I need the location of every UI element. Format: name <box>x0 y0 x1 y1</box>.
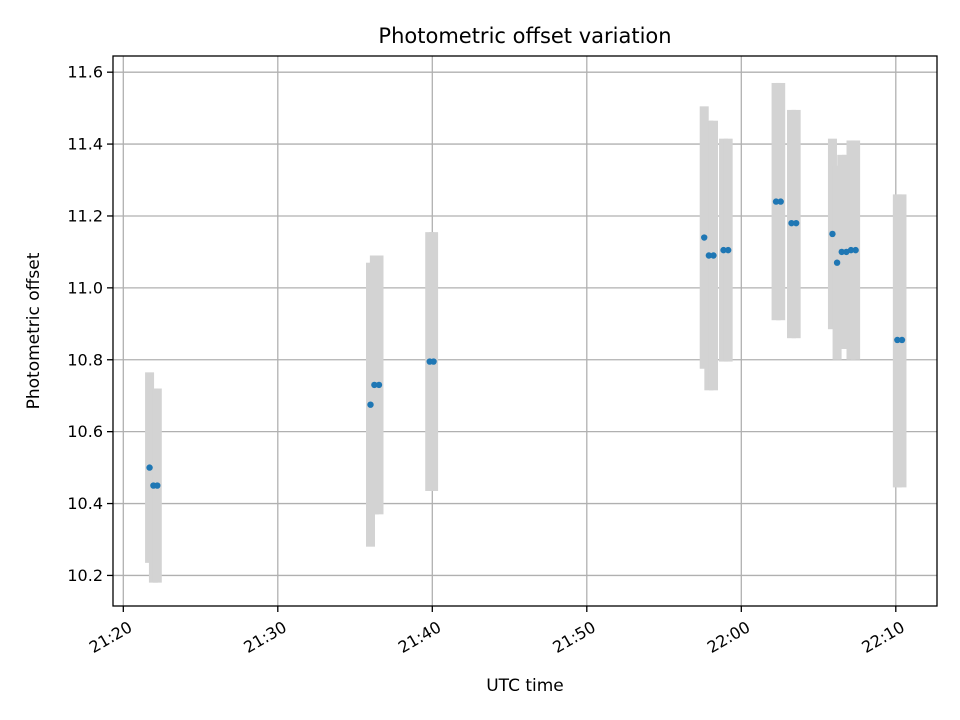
data-point <box>894 336 901 344</box>
data-point <box>710 252 717 259</box>
x-axis-label: UTC time <box>486 676 564 696</box>
plot-frame <box>112 55 938 607</box>
data-point <box>838 248 845 256</box>
y-tick-label: 10.2 <box>67 566 103 585</box>
data-point <box>375 381 383 389</box>
data-point <box>898 336 906 344</box>
y-axis-ticks: 10.2 10.4 10.6 10.8 11.0 11.2 11.4 11.6 <box>67 63 113 585</box>
data-point <box>146 464 153 471</box>
data-point <box>777 198 784 205</box>
data-point <box>720 246 727 254</box>
y-tick-label: 10.4 <box>67 494 103 513</box>
y-axis-label: Photometric offset <box>24 252 44 409</box>
data-point <box>788 219 795 227</box>
y-tick-label: 11.0 <box>67 278 103 297</box>
data-point <box>852 246 859 254</box>
chart-title: Photometric offset variation <box>378 24 671 48</box>
data-point <box>705 252 713 259</box>
data-point <box>367 401 374 408</box>
data-point <box>847 246 855 254</box>
data-point <box>430 358 437 365</box>
plot-area <box>113 56 937 606</box>
data-points <box>146 198 906 489</box>
data-point <box>371 381 378 389</box>
data-point <box>701 234 708 241</box>
data-point <box>772 198 780 205</box>
y-tick-label: 11.2 <box>67 206 103 225</box>
y-tick-label: 11.4 <box>67 135 103 154</box>
data-point <box>792 219 800 227</box>
y-tick-label: 10.8 <box>67 350 103 369</box>
y-tick-label: 11.6 <box>67 63 103 82</box>
data-point <box>829 230 836 238</box>
data-point <box>724 246 732 254</box>
y-tick-label: 10.6 <box>67 422 103 441</box>
data-point <box>154 482 161 489</box>
data-point <box>833 259 841 266</box>
